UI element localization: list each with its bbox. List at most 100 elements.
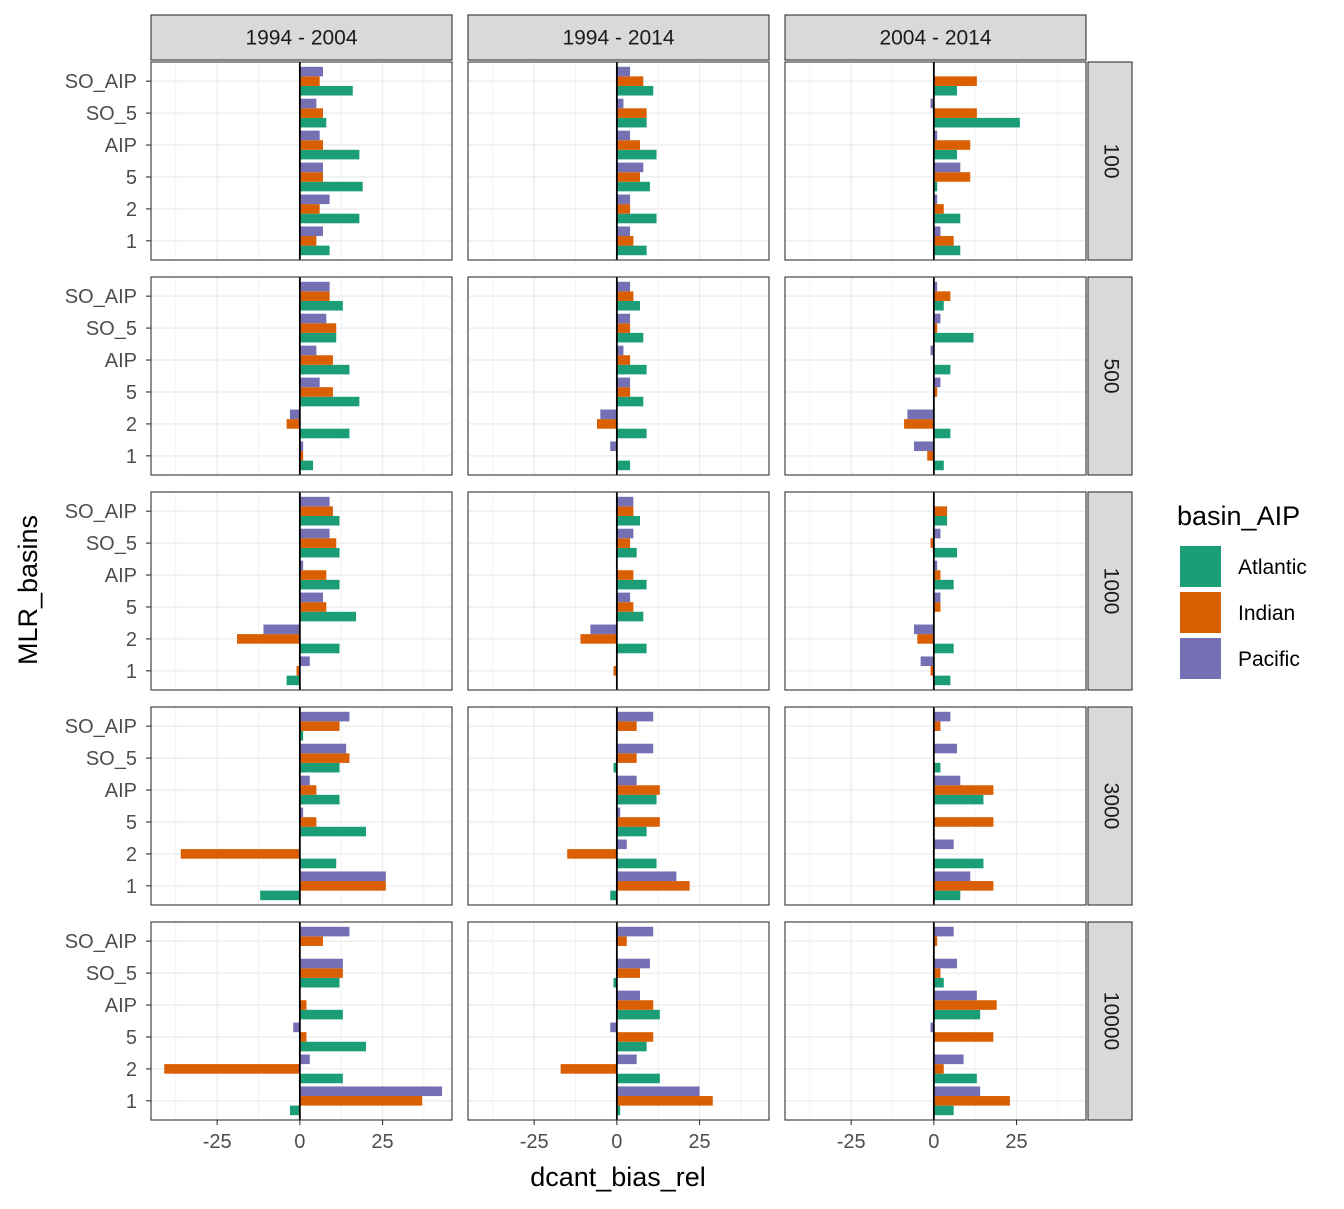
bar-indian	[616, 936, 627, 946]
y-tick-label: 5	[126, 167, 137, 189]
bar-indian	[933, 387, 938, 397]
bar-indian	[933, 172, 971, 182]
bar-pacific	[299, 281, 330, 292]
bar-indian	[933, 785, 994, 795]
bar-pacific	[616, 66, 631, 77]
legend-label-pacific: Pacific	[1238, 648, 1300, 671]
bar-indian	[933, 291, 951, 301]
bar-atlantic	[933, 181, 938, 192]
panel-border	[150, 706, 453, 906]
panel-border	[467, 921, 770, 1121]
legend: basin_AIP Atlantic Indian Pacific	[1177, 501, 1307, 679]
bar-pacific	[933, 313, 941, 324]
bar-atlantic	[616, 117, 647, 128]
panel-border	[784, 276, 1087, 476]
bar-indian	[299, 1000, 307, 1010]
bar-atlantic	[616, 858, 657, 869]
bar-indian	[299, 785, 317, 795]
y-tick-label: 1	[126, 1091, 137, 1113]
bar-pacific	[616, 313, 631, 324]
bar-pacific	[616, 926, 654, 937]
bar-atlantic	[616, 515, 640, 526]
y-tick-label: 2	[126, 199, 137, 221]
bar-atlantic	[933, 213, 961, 224]
bar-pacific	[616, 1086, 700, 1097]
panel-border	[467, 61, 770, 261]
bar-indian	[299, 721, 340, 731]
panel	[150, 276, 453, 476]
bar-indian	[616, 236, 634, 246]
bar-atlantic	[616, 547, 637, 558]
bar-pacific	[299, 1086, 443, 1097]
bar-pacific	[933, 194, 938, 205]
bar-atlantic	[933, 977, 944, 988]
bar-indian	[560, 1064, 617, 1074]
bar-indian	[616, 323, 631, 333]
bar-indian	[933, 76, 977, 86]
bar-indian	[616, 817, 660, 827]
bar-indian	[933, 108, 977, 118]
panel	[150, 491, 453, 691]
y-tick-label: SO_AIP	[65, 501, 137, 523]
bar-indian	[299, 291, 330, 301]
bar-indian	[299, 817, 317, 827]
row-strip	[1087, 921, 1133, 1121]
panel-border	[150, 921, 453, 1121]
bar-indian	[296, 666, 300, 676]
bar-atlantic	[613, 762, 617, 773]
bar-atlantic	[616, 85, 654, 96]
bar-indian	[933, 817, 994, 827]
bar-atlantic	[616, 826, 647, 837]
y-tick-label: SO_AIP	[65, 716, 137, 738]
bar-indian	[616, 355, 631, 365]
bar-indian	[933, 570, 941, 580]
bar-atlantic	[616, 611, 644, 622]
panel-border	[784, 921, 1087, 1121]
bar-indian	[299, 172, 323, 182]
bar-indian	[933, 936, 938, 946]
bar-indian	[933, 968, 941, 978]
x-tick-label: 0	[611, 1131, 622, 1153]
bar-indian	[299, 204, 320, 214]
legend-entries: Atlantic Indian Pacific	[1180, 546, 1307, 679]
y-tick-label: SO_5	[86, 963, 137, 985]
bar-atlantic	[299, 1073, 343, 1084]
x-axis-title: dcant_bias_rel	[530, 1162, 706, 1192]
bar-atlantic	[616, 1041, 647, 1052]
bar-pacific	[610, 1022, 617, 1033]
axes-layer: 1994 - 2004 1994 - 2014 2004 - 20141005001…	[65, 14, 1133, 1153]
bar-indian	[299, 236, 317, 246]
bar-pacific	[590, 624, 617, 635]
bar-atlantic	[610, 890, 617, 901]
bar-pacific	[616, 281, 631, 292]
y-tick-label: 1	[126, 661, 137, 683]
bar-indian	[616, 538, 631, 548]
bar-atlantic	[616, 181, 650, 192]
bar-atlantic	[616, 579, 647, 590]
row-strip-label: 1000	[1099, 568, 1122, 615]
bar-pacific	[299, 711, 350, 722]
panel-border	[467, 491, 770, 691]
bar-atlantic	[299, 794, 340, 805]
bar-indian	[616, 753, 637, 763]
panel	[467, 921, 770, 1121]
bar-pacific	[933, 162, 961, 173]
panel	[784, 706, 1087, 906]
bar-indian	[299, 76, 320, 86]
bar-indian	[933, 140, 971, 150]
bar-pacific	[933, 1086, 981, 1097]
x-tick-label: 25	[688, 1131, 710, 1153]
bar-pacific	[933, 711, 951, 722]
bar-atlantic	[299, 1009, 343, 1020]
bar-atlantic	[616, 428, 647, 439]
bar-indian	[299, 936, 323, 946]
bar-pacific	[299, 592, 323, 603]
col-strip	[784, 14, 1087, 61]
bar-indian	[180, 849, 300, 859]
y-tick-label: 2	[126, 414, 137, 436]
bar-indian	[904, 419, 934, 429]
bar-pacific	[299, 743, 347, 754]
col-strip-label: 2004 - 2014	[879, 27, 991, 50]
bar-indian	[616, 570, 634, 580]
bar-pacific	[299, 528, 330, 539]
